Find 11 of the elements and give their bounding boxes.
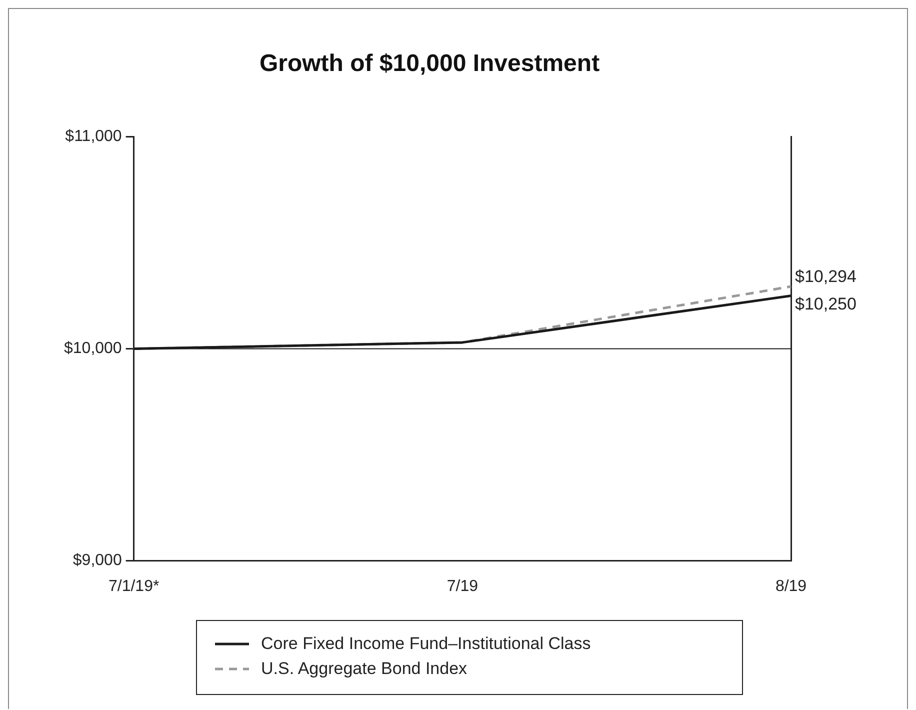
y-tick-label: $9,000 (72, 552, 122, 570)
x-tick-label: 7/1/19* (108, 578, 160, 595)
legend-label: Core Fixed Income Fund–Institutional Class (261, 634, 591, 654)
y-tick-label: $11,000 (65, 128, 122, 146)
chart-title: Growth of $10,000 Investment (259, 50, 600, 78)
data-label: $10,294 (795, 267, 856, 286)
x-tick-label: 8/19 (775, 578, 807, 595)
data-label: $10,250 (795, 294, 856, 314)
legend-label: U.S. Aggregate Bond Index (261, 659, 468, 679)
y-tick-label: $10,000 (64, 340, 122, 358)
x-tick-label: 7/19 (446, 578, 478, 595)
